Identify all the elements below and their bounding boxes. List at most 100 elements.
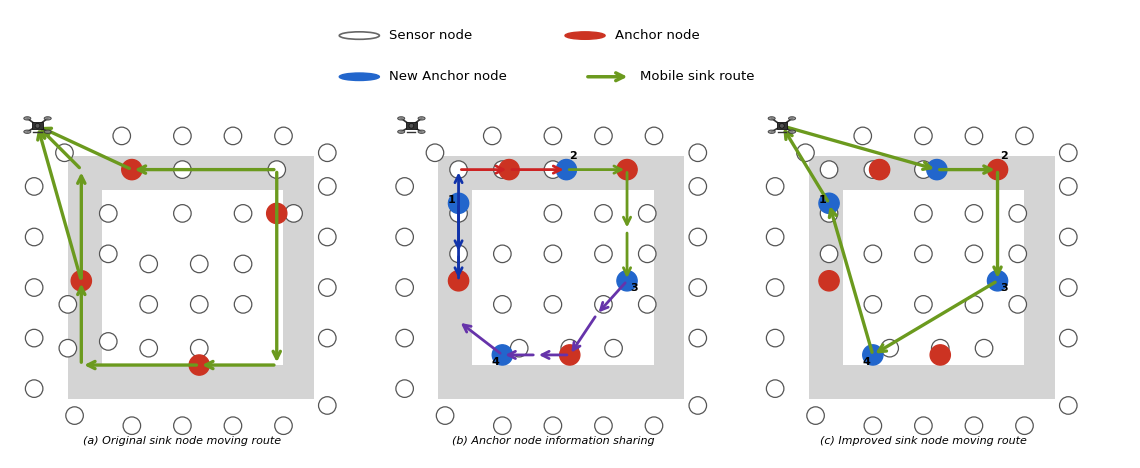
Circle shape — [689, 228, 707, 246]
Bar — [101, 190, 284, 365]
Circle shape — [854, 127, 871, 145]
Circle shape — [173, 161, 192, 178]
Circle shape — [819, 193, 839, 213]
Circle shape — [59, 339, 76, 357]
Circle shape — [595, 127, 612, 145]
Circle shape — [235, 205, 252, 222]
Circle shape — [645, 127, 662, 145]
Circle shape — [494, 245, 511, 263]
Circle shape — [59, 296, 76, 313]
Circle shape — [190, 296, 207, 313]
Circle shape — [797, 144, 814, 161]
Circle shape — [766, 178, 784, 195]
Bar — [32, 123, 42, 129]
Text: Sensor node: Sensor node — [390, 29, 473, 42]
Ellipse shape — [768, 117, 775, 120]
Circle shape — [396, 178, 414, 195]
Circle shape — [35, 124, 40, 128]
Circle shape — [1009, 296, 1026, 313]
Circle shape — [780, 124, 784, 128]
Bar — [776, 123, 787, 129]
Circle shape — [499, 160, 519, 180]
Circle shape — [544, 205, 562, 222]
Circle shape — [638, 205, 656, 222]
Circle shape — [494, 417, 511, 434]
Ellipse shape — [398, 117, 405, 120]
Text: Mobile sink route: Mobile sink route — [641, 70, 755, 83]
Circle shape — [285, 205, 302, 222]
Circle shape — [617, 271, 637, 291]
Circle shape — [25, 279, 43, 296]
Circle shape — [448, 193, 469, 213]
Circle shape — [1059, 144, 1077, 161]
Ellipse shape — [418, 130, 425, 133]
Circle shape — [821, 245, 838, 263]
Circle shape — [99, 333, 117, 350]
Circle shape — [1059, 397, 1077, 414]
Circle shape — [1059, 228, 1077, 246]
Circle shape — [561, 339, 578, 357]
Circle shape — [340, 32, 380, 39]
Circle shape — [966, 127, 983, 145]
Circle shape — [140, 255, 157, 273]
Circle shape — [766, 329, 784, 347]
Circle shape — [275, 127, 292, 145]
Circle shape — [396, 380, 414, 397]
Circle shape — [987, 271, 1008, 291]
Text: (b) Anchor node information sharing: (b) Anchor node information sharing — [451, 436, 654, 446]
Bar — [439, 156, 684, 399]
Text: (c) Improved sink node moving route: (c) Improved sink node moving route — [820, 436, 1027, 446]
Circle shape — [766, 380, 784, 397]
Circle shape — [689, 397, 707, 414]
Circle shape — [448, 271, 469, 291]
Circle shape — [396, 228, 414, 246]
Circle shape — [914, 296, 933, 313]
Circle shape — [689, 279, 707, 296]
Circle shape — [605, 339, 622, 357]
Circle shape — [396, 279, 414, 296]
Text: 1: 1 — [448, 195, 456, 205]
Circle shape — [689, 329, 707, 347]
Circle shape — [870, 160, 889, 180]
Circle shape — [267, 203, 287, 224]
Text: 1: 1 — [819, 195, 826, 205]
Circle shape — [450, 161, 467, 178]
Ellipse shape — [24, 117, 31, 120]
Circle shape — [318, 279, 336, 296]
Circle shape — [173, 205, 192, 222]
Circle shape — [492, 345, 513, 365]
Circle shape — [409, 124, 414, 128]
Circle shape — [25, 329, 43, 347]
Circle shape — [225, 127, 242, 145]
Circle shape — [235, 255, 252, 273]
Bar — [406, 123, 416, 129]
Circle shape — [914, 417, 933, 434]
Circle shape — [99, 245, 117, 263]
Circle shape — [450, 205, 467, 222]
Ellipse shape — [44, 117, 51, 120]
Circle shape — [966, 417, 983, 434]
Circle shape — [396, 329, 414, 347]
Text: 3: 3 — [630, 283, 637, 292]
Circle shape — [976, 339, 993, 357]
Circle shape — [821, 205, 838, 222]
Circle shape — [544, 417, 562, 434]
Circle shape — [173, 127, 192, 145]
Circle shape — [268, 161, 285, 178]
Circle shape — [881, 339, 898, 357]
Circle shape — [494, 161, 511, 178]
Circle shape — [426, 144, 443, 161]
Circle shape — [914, 127, 933, 145]
Circle shape — [450, 245, 467, 263]
Circle shape — [71, 271, 91, 291]
Circle shape — [544, 127, 562, 145]
Circle shape — [807, 407, 824, 424]
Circle shape — [565, 32, 605, 39]
Circle shape — [1059, 178, 1077, 195]
Circle shape — [1016, 417, 1033, 434]
Circle shape — [25, 228, 43, 246]
Text: 4: 4 — [491, 357, 499, 366]
Circle shape — [987, 160, 1008, 180]
Circle shape — [638, 245, 656, 263]
Ellipse shape — [768, 130, 775, 133]
